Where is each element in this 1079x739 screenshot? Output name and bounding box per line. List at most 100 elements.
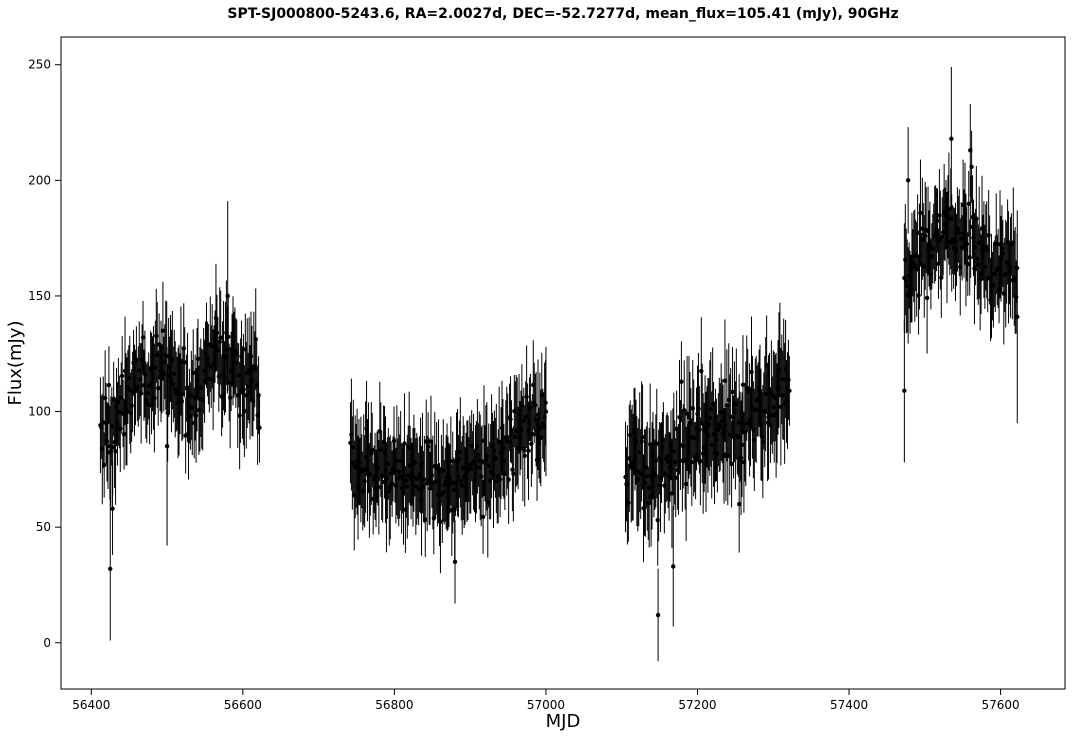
data-marker: [968, 148, 973, 153]
data-marker: [113, 449, 118, 454]
data-point: [965, 232, 971, 296]
data-marker: [237, 413, 242, 418]
data-marker: [227, 395, 233, 400]
data-point: [654, 388, 659, 499]
data-marker: [739, 442, 745, 447]
data-marker: [749, 369, 754, 375]
data-marker: [697, 427, 702, 432]
data-point: [402, 393, 407, 494]
data-marker: [226, 334, 231, 340]
data-marker: [510, 467, 515, 472]
data-point: [380, 441, 385, 523]
data-point: [182, 327, 187, 398]
data-point: [689, 418, 695, 506]
data-marker: [736, 501, 742, 507]
data-marker: [425, 444, 431, 449]
data-marker: [181, 346, 186, 351]
data-point: [452, 520, 458, 604]
data-marker: [242, 408, 247, 414]
data-marker: [101, 462, 107, 468]
data-point: [918, 159, 923, 267]
data-point: [722, 319, 728, 443]
data-marker: [974, 216, 979, 221]
x-tick-label: 56800: [375, 698, 413, 712]
data-marker: [671, 564, 676, 569]
y-tick-label: 150: [28, 289, 51, 303]
data-point: [226, 293, 231, 381]
data-marker: [248, 354, 254, 359]
data-marker: [924, 295, 930, 301]
data-marker: [916, 293, 921, 298]
data-marker: [110, 444, 115, 450]
plot-frame: [60, 36, 1066, 690]
data-point: [526, 401, 531, 500]
data-point: [101, 432, 107, 498]
y-axis: 0 50 100 150 200 250: [28, 58, 61, 650]
data-marker: [653, 458, 659, 464]
data-point: [949, 67, 954, 211]
x-tick-label: 56600: [224, 698, 262, 712]
data-point: [679, 341, 684, 423]
data-marker: [674, 426, 679, 431]
data-marker: [380, 479, 385, 485]
data-point: [370, 412, 375, 488]
data-point: [422, 436, 427, 524]
data-marker: [376, 485, 382, 490]
x-tick-label: 57000: [527, 698, 565, 712]
data-marker: [160, 328, 166, 333]
data-point: [119, 336, 125, 416]
data-marker: [448, 458, 454, 464]
data-point: [438, 470, 443, 574]
data-marker: [728, 414, 733, 420]
data-point: [684, 356, 690, 471]
data-point: [724, 349, 730, 462]
data-marker: [256, 392, 261, 398]
data-point: [902, 319, 907, 463]
data-marker: [679, 379, 684, 384]
y-tick-label: 0: [43, 636, 51, 650]
data-point: [195, 318, 201, 399]
data-point: [739, 392, 745, 498]
data-marker: [452, 559, 458, 565]
data-point: [511, 426, 516, 522]
data-marker: [257, 425, 262, 430]
data-point: [640, 384, 645, 490]
x-tick-label: 57400: [830, 698, 868, 712]
data-marker: [787, 388, 792, 394]
data-point: [915, 194, 920, 272]
data-marker: [102, 395, 108, 401]
data-marker: [922, 233, 928, 239]
data-marker: [241, 387, 246, 392]
data-marker: [936, 261, 941, 266]
data-point: [655, 568, 661, 662]
data-point: [376, 439, 382, 535]
data-marker: [108, 566, 113, 571]
data-marker: [915, 230, 920, 235]
data-marker: [729, 461, 734, 467]
data-marker: [740, 382, 746, 387]
data-marker: [949, 136, 954, 141]
data-marker: [689, 459, 695, 465]
data-marker: [155, 385, 161, 391]
data-marker: [497, 477, 503, 482]
data-point: [683, 426, 689, 542]
data-marker: [225, 293, 230, 299]
y-axis-label: Flux(mJy): [5, 321, 26, 406]
data-marker: [478, 474, 484, 479]
data-point: [105, 403, 111, 489]
data-point: [939, 237, 944, 318]
data-point: [682, 360, 687, 461]
data-marker: [389, 481, 395, 486]
data-marker: [480, 514, 486, 520]
data-marker: [626, 500, 631, 505]
data-marker: [218, 335, 223, 340]
data-point: [671, 506, 676, 627]
data-marker: [154, 333, 159, 339]
data-marker: [118, 426, 123, 431]
data-point: [506, 435, 511, 525]
data-point: [106, 346, 112, 424]
data-marker: [1015, 314, 1020, 319]
data-marker: [370, 447, 375, 453]
data-marker: [110, 506, 115, 511]
